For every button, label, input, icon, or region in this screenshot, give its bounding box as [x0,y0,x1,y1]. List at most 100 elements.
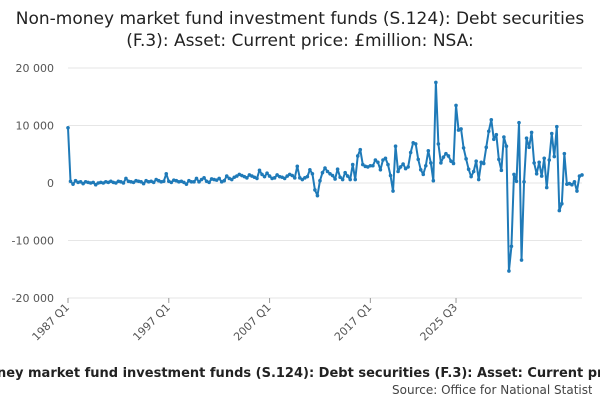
data-point[interactable] [502,135,506,139]
data-point[interactable] [481,161,486,166]
data-point[interactable] [169,180,174,185]
data-point[interactable] [328,172,332,176]
data-point[interactable] [338,175,342,180]
data-point[interactable] [202,176,206,180]
data-point[interactable] [517,120,521,125]
data-point[interactable] [121,181,126,185]
data-point[interactable] [151,180,156,185]
data-point[interactable] [282,176,287,181]
data-point[interactable] [423,163,428,168]
data-point[interactable] [406,165,410,169]
data-point[interactable] [529,130,534,135]
data-point[interactable] [509,244,514,249]
data-point[interactable] [378,167,383,172]
data-point[interactable] [161,179,166,184]
data-point[interactable] [476,177,481,182]
data-point[interactable] [388,173,393,178]
data-point[interactable] [292,176,297,180]
data-point[interactable] [474,159,478,163]
data-point[interactable] [131,180,136,185]
data-point[interactable] [343,170,347,175]
data-point[interactable] [549,131,554,136]
data-point[interactable] [429,161,433,165]
data-point[interactable] [449,159,453,163]
data-point[interactable] [484,145,489,150]
data-point[interactable] [391,189,395,193]
data-point[interactable] [267,174,272,178]
data-point[interactable] [192,180,196,184]
data-point[interactable] [572,180,577,184]
data-point[interactable] [325,169,330,174]
data-point[interactable] [544,185,549,190]
data-point[interactable] [492,137,496,142]
data-point[interactable] [348,177,353,182]
data-point[interactable] [313,188,317,192]
data-point[interactable] [386,162,390,167]
data-point[interactable] [413,142,418,146]
data-point[interactable] [547,158,552,162]
data-point[interactable] [446,154,451,158]
data-point[interactable] [207,180,211,185]
data-point[interactable] [403,166,408,171]
data-point[interactable] [164,172,169,176]
data-point[interactable] [68,179,73,184]
data-point[interactable] [320,170,325,175]
data-point[interactable] [562,151,567,156]
data-point[interactable] [522,180,526,184]
data-point[interactable] [124,176,128,181]
data-point[interactable] [441,155,446,159]
data-point[interactable] [335,167,340,171]
data-point[interactable] [358,147,363,152]
data-point[interactable] [345,174,350,178]
data-point[interactable] [371,163,375,168]
data-point[interactable] [81,181,85,186]
data-point[interactable] [340,177,345,182]
data-point[interactable] [353,177,358,182]
data-point[interactable] [469,174,473,179]
data-point[interactable] [91,180,95,185]
data-point[interactable] [421,172,426,177]
data-point[interactable] [444,151,448,156]
data-point[interactable] [260,172,264,177]
data-point[interactable] [512,172,516,177]
data-point[interactable] [139,180,143,184]
data-point[interactable] [514,179,519,184]
data-point[interactable] [141,181,146,186]
data-point[interactable] [184,182,189,186]
data-point[interactable] [197,180,201,184]
data-point[interactable] [552,154,557,159]
data-point[interactable] [408,150,413,155]
data-point[interactable] [350,162,355,167]
data-point[interactable] [532,161,536,165]
data-point[interactable] [214,178,219,182]
data-point[interactable] [262,174,267,179]
data-point[interactable] [466,167,471,171]
data-point[interactable] [222,178,227,183]
data-point[interactable] [534,172,539,176]
data-point[interactable] [189,180,194,184]
data-point[interactable] [489,117,494,122]
data-point[interactable] [426,149,431,153]
data-point[interactable] [393,144,398,148]
data-point[interactable] [300,177,305,182]
data-point[interactable] [308,167,312,172]
data-point[interactable] [464,157,468,161]
data-point[interactable] [555,124,559,129]
data-point[interactable] [575,189,579,193]
data-point[interactable] [560,201,564,206]
data-point[interactable] [401,162,405,166]
data-point[interactable] [434,80,438,85]
data-point[interactable] [194,176,199,181]
data-point[interactable] [580,173,584,177]
data-point[interactable] [416,157,421,162]
data-point[interactable] [542,156,547,161]
data-point[interactable] [524,136,529,140]
data-point[interactable] [93,182,98,187]
data-point[interactable] [494,132,499,137]
data-point[interactable] [257,168,262,173]
data-point[interactable] [333,177,337,181]
data-point[interactable] [217,176,221,181]
data-point[interactable] [310,172,315,176]
data-point[interactable] [557,208,562,213]
data-point[interactable] [570,182,574,187]
